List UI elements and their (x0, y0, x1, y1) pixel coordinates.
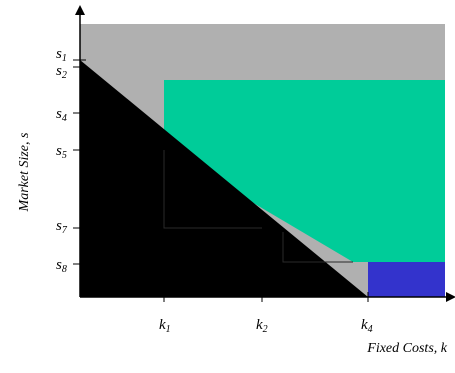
x-tick-label-k4: k4 (361, 317, 373, 335)
x-tick-label-k2: k2 (256, 317, 268, 335)
black-region (80, 60, 368, 297)
y-tick-label-s5: s5 (56, 143, 67, 161)
inner-boundary-line (282, 232, 353, 263)
y-tick-label-s1: s1 (56, 46, 67, 64)
x-tick-label-k1: k1 (159, 317, 171, 335)
y-tick-label-s2: s2 (56, 63, 67, 81)
y-tick-label-s4: s4 (56, 106, 67, 124)
inner-boundary-line (163, 150, 262, 229)
y-tick-label-s7: s7 (56, 218, 68, 236)
blue-region (368, 262, 445, 297)
x-axis-title: Fixed Costs, k (366, 341, 447, 356)
y-tick-label-s8: s8 (56, 257, 67, 275)
x-axis-arrowhead (446, 292, 455, 302)
y-axis-title: Market Size, s (17, 132, 32, 212)
y-axis-arrowhead (75, 5, 85, 15)
green-region (164, 80, 445, 262)
